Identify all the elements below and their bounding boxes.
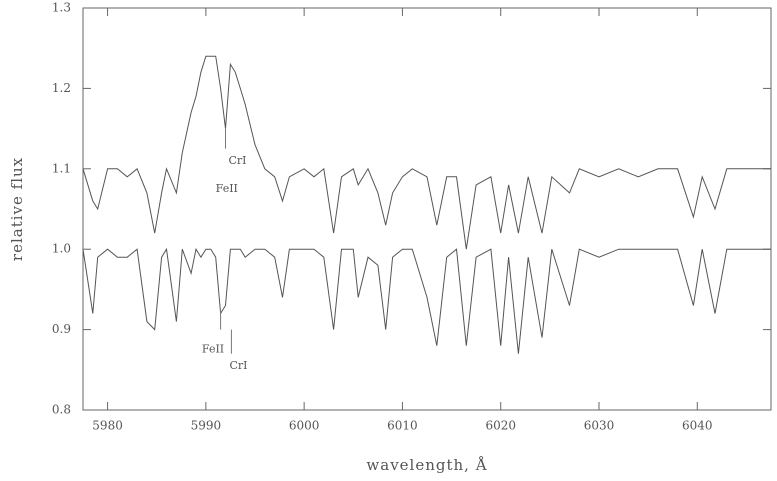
x-tick-label: 6010 (387, 419, 418, 433)
x-tick-label: 6030 (584, 419, 615, 433)
y-tick-label: 1.2 (52, 81, 71, 95)
y-tick-label: 0.9 (52, 322, 71, 336)
x-tick-label: 5980 (92, 419, 123, 433)
annotation: FeII (202, 343, 224, 356)
y-tick-label: 1.1 (52, 161, 71, 175)
plot-frame (82, 7, 772, 411)
y-axis-label: relative flux (8, 157, 26, 261)
x-tick-label: 6020 (485, 419, 516, 433)
y-tick-label: 0.8 (52, 403, 71, 417)
x-tick-label: 6040 (682, 419, 713, 433)
x-tick-label: 6000 (289, 419, 320, 433)
spectrum-line (82, 247, 771, 354)
annotation: CrI (228, 154, 246, 167)
x-axis-label: wavelength, Å (366, 456, 487, 474)
y-tick-label: 1.3 (52, 1, 71, 15)
annotation: FeII (216, 182, 238, 195)
y-tick-label: 1.0 (52, 242, 71, 256)
annotation: CrI (229, 359, 247, 372)
spectrum-line (82, 55, 771, 250)
x-tick-label: 5990 (191, 419, 222, 433)
